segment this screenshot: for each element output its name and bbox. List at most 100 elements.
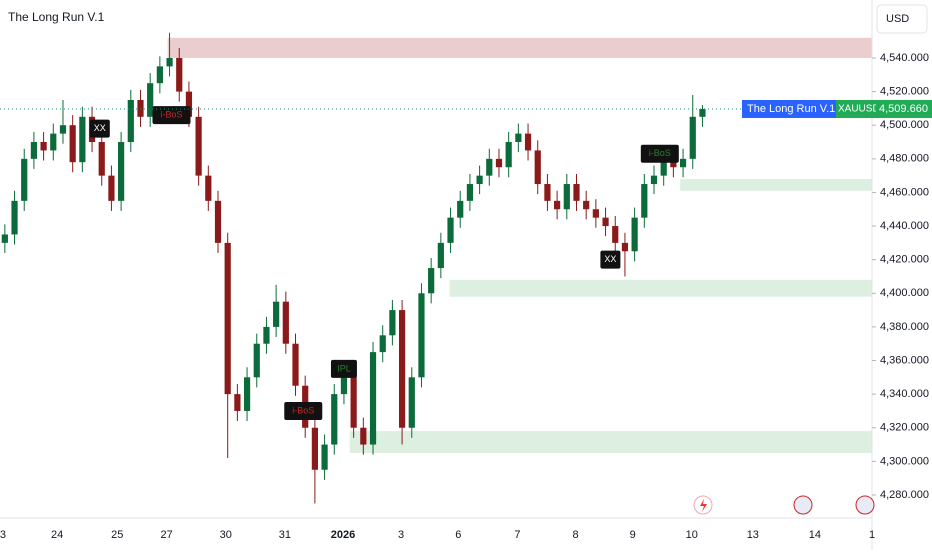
candle-body bbox=[486, 158, 493, 176]
candle-body bbox=[621, 242, 629, 252]
x-tick-label: 10 bbox=[686, 529, 698, 541]
candle-body bbox=[21, 158, 28, 201]
candle-body bbox=[544, 184, 551, 201]
annotation-label: XX bbox=[94, 123, 106, 133]
candle-body bbox=[379, 335, 386, 353]
candle-body bbox=[321, 444, 328, 470]
y-tick-label: 4,500.000 bbox=[880, 119, 929, 131]
currency-box[interactable] bbox=[876, 4, 928, 34]
candle-body bbox=[166, 57, 173, 67]
candle-body bbox=[612, 226, 619, 243]
annotation-label: i-BoS bbox=[649, 148, 671, 158]
event-icon[interactable] bbox=[793, 495, 813, 515]
candle-body bbox=[437, 242, 444, 269]
annotation-box bbox=[152, 106, 191, 125]
x-tick-label: 1 bbox=[869, 529, 875, 541]
zone bbox=[449, 279, 872, 297]
y-tick-label: 4,440.000 bbox=[880, 220, 929, 232]
candle-body bbox=[156, 66, 163, 84]
candle-body bbox=[350, 377, 357, 428]
annotation-label: i-BoS bbox=[160, 110, 182, 120]
candle-body bbox=[331, 394, 338, 445]
candle-body bbox=[505, 142, 512, 168]
candle-body bbox=[573, 184, 580, 201]
candle-body bbox=[1, 234, 8, 243]
event-glyph bbox=[700, 499, 707, 512]
candle-body bbox=[147, 83, 154, 117]
candle-body bbox=[205, 175, 212, 201]
annotation-label: XX bbox=[604, 254, 616, 264]
y-tick-label: 4,480.000 bbox=[880, 153, 929, 165]
candle-body bbox=[50, 133, 57, 151]
candle-body bbox=[689, 116, 696, 159]
chart-title: The Long Run V.1 bbox=[8, 10, 105, 24]
y-tick-label: 4,400.000 bbox=[880, 287, 929, 299]
candle-body bbox=[292, 343, 299, 386]
y-tick-label: 4,540.000 bbox=[880, 52, 929, 64]
candle-body bbox=[524, 133, 532, 151]
candle-body bbox=[79, 116, 86, 163]
candle-body bbox=[466, 184, 474, 201]
candle-body bbox=[282, 301, 289, 344]
candle-body bbox=[11, 200, 18, 235]
x-tick-label: 31 bbox=[279, 529, 291, 541]
candle-body bbox=[602, 217, 609, 227]
y-tick-label: 4,360.000 bbox=[880, 354, 929, 366]
candle-body bbox=[214, 200, 222, 243]
candle-body bbox=[176, 57, 183, 92]
candle-body bbox=[457, 200, 464, 218]
candle-body bbox=[408, 377, 415, 428]
candle-body bbox=[108, 175, 115, 201]
candle-body bbox=[234, 394, 241, 411]
x-tick-label: 14 bbox=[809, 529, 821, 541]
event-icon[interactable] bbox=[855, 495, 875, 515]
event-icons bbox=[693, 495, 875, 515]
candle-body bbox=[59, 125, 67, 134]
y-tick-label: 4,300.000 bbox=[880, 455, 929, 467]
candle-body bbox=[583, 200, 590, 210]
candle-body bbox=[495, 158, 503, 168]
annotation-box bbox=[330, 359, 357, 378]
candle-body bbox=[398, 310, 406, 428]
candle-body bbox=[679, 158, 687, 168]
annotation-box bbox=[284, 401, 323, 420]
y-tick-label: 4,380.000 bbox=[880, 321, 929, 333]
candle-body bbox=[311, 427, 318, 470]
indicator-tag-box bbox=[742, 99, 838, 118]
x-tick-label: 27 bbox=[161, 529, 173, 541]
candle-body bbox=[195, 116, 202, 176]
candle-body bbox=[118, 142, 125, 201]
candle-body bbox=[273, 301, 280, 327]
x-tick-label: 8 bbox=[572, 529, 578, 541]
candle-body bbox=[534, 150, 541, 185]
y-tick-label: 4,320.000 bbox=[880, 422, 929, 434]
candle-body bbox=[476, 175, 483, 185]
candle-body bbox=[185, 91, 193, 117]
plot-area: XX i-BoS IPL i-BoS i-BoS XX bbox=[1, 32, 872, 504]
annotation-box bbox=[640, 144, 679, 163]
candle-body bbox=[515, 133, 522, 143]
x-tick-label: 13 bbox=[747, 529, 759, 541]
candle-body bbox=[670, 158, 677, 168]
candle-body bbox=[263, 326, 270, 344]
candle-body bbox=[360, 427, 367, 445]
candle-body bbox=[641, 184, 648, 218]
candle-body bbox=[127, 100, 134, 143]
candle-body bbox=[554, 200, 561, 210]
candle-body bbox=[631, 217, 638, 252]
candle-body bbox=[699, 108, 706, 117]
zone bbox=[167, 37, 872, 58]
candle-body bbox=[30, 142, 38, 159]
zone bbox=[349, 431, 872, 453]
candle-body bbox=[98, 142, 105, 176]
price-tag: 4,509.660 bbox=[879, 103, 928, 115]
candle-body bbox=[592, 209, 599, 218]
x-tick-label: 24 bbox=[51, 529, 63, 541]
candle-body bbox=[369, 352, 377, 445]
candle-body bbox=[137, 100, 144, 117]
y-tick-label: 4,280.000 bbox=[880, 489, 929, 501]
indicator-tag: The Long Run V.1:Pl bbox=[747, 103, 848, 115]
annotation-box bbox=[600, 250, 621, 269]
